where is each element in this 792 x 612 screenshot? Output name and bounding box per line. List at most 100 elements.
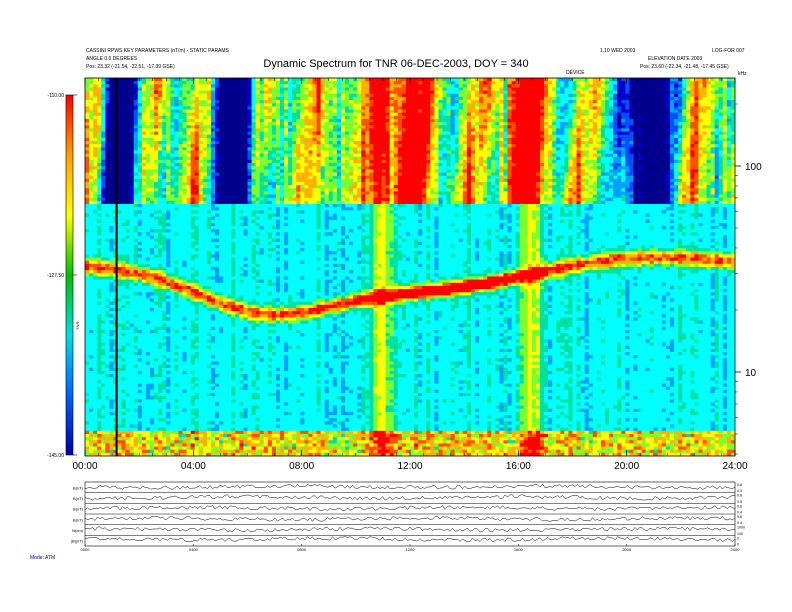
spectrogram-cell <box>93 147 98 151</box>
spectrogram-cell <box>162 103 167 107</box>
spectrogram-cell <box>190 134 196 139</box>
spectrogram-cell <box>170 270 175 274</box>
spectrogram-cell <box>219 93 224 98</box>
spectrogram-cell <box>145 122 151 126</box>
spectrogram-cell <box>125 125 131 129</box>
spectrogram-cell <box>145 301 151 306</box>
spectrogram-cell <box>219 380 224 384</box>
spectrogram-cell <box>206 437 212 441</box>
spectrogram-cell <box>190 330 196 334</box>
spectrogram-cell <box>223 380 228 384</box>
spectrogram-cell <box>251 185 257 189</box>
spectrogram-cell <box>121 166 127 170</box>
spectrogram-cell <box>194 270 200 274</box>
spectrogram-cell <box>93 200 98 205</box>
spectrogram-cell <box>202 449 208 454</box>
spectrogram-cell <box>129 336 135 340</box>
spectrogram-cell <box>239 361 244 366</box>
spectrogram-cell <box>190 380 196 384</box>
spectrogram-cell <box>93 169 98 173</box>
spectrogram-cell <box>178 330 183 334</box>
spectrogram-cell <box>170 210 175 214</box>
spectrogram-cell <box>105 424 110 429</box>
spectrogram-cell <box>109 355 114 359</box>
spectrogram-cell <box>194 333 200 337</box>
spectrogram-cell <box>215 396 220 400</box>
spectrogram-cell <box>109 433 114 438</box>
spectrogram-cell <box>129 393 135 397</box>
spectrogram-cell <box>117 424 122 429</box>
spectrogram-cell <box>154 87 159 91</box>
spectrogram-cell <box>133 169 139 173</box>
spectrogram-cell <box>178 295 183 299</box>
spectrogram-cell <box>154 159 159 164</box>
spectrogram-cell <box>93 84 98 88</box>
spectrogram-cell <box>174 348 179 353</box>
spectrogram-cell <box>190 405 196 410</box>
spectrogram-cell <box>239 402 244 406</box>
spectrogram-cell <box>166 326 171 331</box>
spectrogram-cell <box>210 301 216 306</box>
spectrogram-cell <box>85 175 90 180</box>
spectrogram-cell <box>117 194 122 199</box>
spectrogram-cell <box>117 81 122 85</box>
spectrogram-cell <box>158 361 163 366</box>
spectrogram-cell <box>247 433 252 438</box>
spectrogram-cell <box>170 311 175 315</box>
spectrogram-cell <box>162 323 167 328</box>
spectrogram-cell <box>170 169 175 173</box>
spectrogram-cell <box>251 122 257 126</box>
spectrogram-cell <box>174 181 179 186</box>
spectrogram-cell <box>121 172 127 177</box>
spectrogram-cell <box>117 267 122 271</box>
spectrogram-cell <box>121 159 127 164</box>
spectrogram-cell <box>251 216 257 221</box>
spectrogram-cell <box>145 147 151 151</box>
spectrogram-cell <box>182 178 187 183</box>
spectrogram-cell <box>198 90 204 95</box>
spectrogram-cell <box>174 323 179 328</box>
spectrogram-cell <box>129 131 135 136</box>
spectrogram-cell <box>137 128 143 132</box>
spectrogram-cell <box>231 279 236 284</box>
spectrogram-cell <box>97 204 102 208</box>
spectrogram-cell <box>166 147 171 151</box>
spectrogram-cell <box>158 399 163 403</box>
spectrogram-cell <box>158 326 163 331</box>
spectrogram-cell <box>97 175 102 180</box>
spectrogram-cell <box>166 311 171 315</box>
spectrogram-cell <box>154 393 159 397</box>
spectrogram-cell <box>215 314 220 318</box>
spectrogram-cell <box>223 122 228 126</box>
spectrogram-cell <box>137 348 143 353</box>
spectrogram-cell <box>109 440 114 444</box>
spectrogram-cell <box>219 279 224 284</box>
spectrogram-cell <box>178 257 183 262</box>
spectrogram-cell <box>125 222 131 227</box>
spectrogram-cell <box>137 361 143 366</box>
spectrogram-cell <box>227 336 232 340</box>
spectrogram-cell <box>190 336 196 340</box>
spectrogram-cell <box>109 153 114 158</box>
spectrogram-cell <box>223 118 228 123</box>
spectrogram-cell <box>239 207 244 211</box>
spectrogram-cell <box>182 181 187 186</box>
spectrogram-cell <box>154 96 159 101</box>
spectrogram-cell <box>178 235 183 240</box>
spectrogram-cell <box>174 405 179 410</box>
spectrogram-cell <box>227 134 232 139</box>
spectrogram-cell <box>219 96 224 101</box>
spectrogram-cell <box>210 380 216 384</box>
spectrogram-cell <box>93 311 98 315</box>
spectrogram-cell <box>97 355 102 359</box>
spectrogram-cell <box>174 415 179 419</box>
spectrogram-cell <box>166 229 171 233</box>
spectrogram-cell <box>89 263 94 268</box>
spectrogram-cell <box>125 452 131 456</box>
spectrogram-cell <box>125 399 131 403</box>
spectrogram-cell <box>162 415 167 419</box>
spectrogram-cell <box>137 333 143 337</box>
spectrogram-cell <box>162 257 167 262</box>
spectrogram-cell <box>219 260 224 265</box>
spectrogram-cell <box>117 292 122 296</box>
